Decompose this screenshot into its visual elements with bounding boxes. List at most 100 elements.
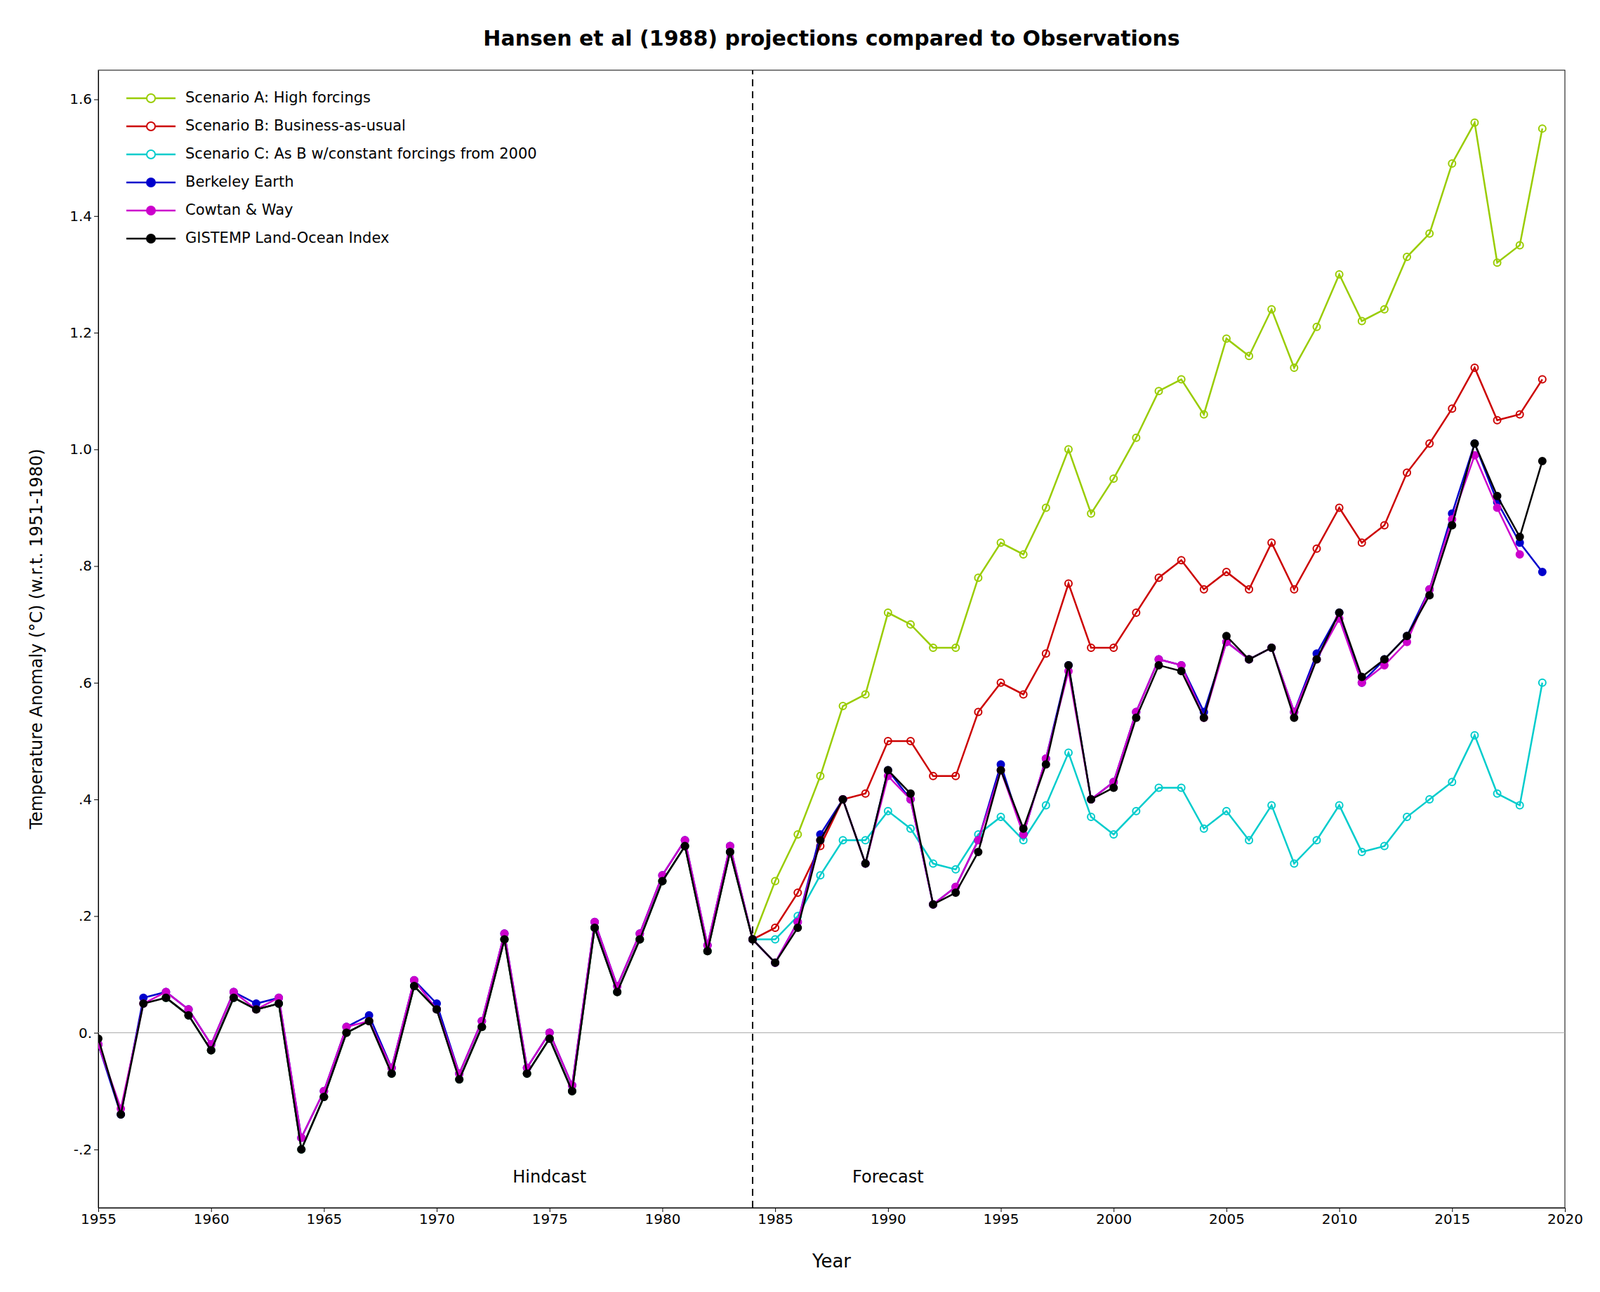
y-tick: .8 [78,557,99,575]
series-point [1380,306,1388,314]
legend-item: Cowtan & Way [126,201,294,219]
series-point [613,988,621,996]
series-point [636,936,644,944]
series-point [343,1029,351,1037]
series-point [365,1017,373,1026]
series-point [1155,387,1163,395]
series-point [1403,632,1411,640]
series-point [252,1006,260,1014]
series-point [1132,808,1140,816]
series-point [951,644,960,652]
series-point [1087,644,1095,652]
y-tick-mark [94,1033,99,1035]
series-point [433,1006,441,1014]
series-point [162,994,170,1002]
series-point [1020,825,1028,833]
series-point [523,1070,531,1078]
y-tick-label: 1.0 [69,440,92,458]
series-point [162,994,170,1002]
series-point [704,947,712,955]
series-point [771,959,779,967]
series-point [658,877,666,885]
legend-label: GISTEMP Land-Ocean Index [185,229,389,247]
series-point [433,1006,441,1014]
series-point [568,1088,576,1096]
series-point [500,936,508,944]
series-point [1516,410,1524,418]
series-line [165,367,1542,1150]
plot-area [98,70,1565,1209]
series-point [613,988,621,996]
y-tick-mark [94,99,99,101]
series-point [704,947,712,955]
series-point [1403,632,1411,640]
x-tick-label: 1970 [419,1211,455,1228]
y-tick-label: .8 [78,557,92,575]
series-point [884,737,892,745]
series-point [1200,714,1208,722]
series-point [1425,591,1433,599]
series-point [546,1035,554,1043]
series-point [546,1035,554,1043]
series-point [884,767,892,775]
series-point [929,901,937,909]
series-point [1312,545,1320,553]
series-point [1087,813,1095,821]
series-point [726,848,734,856]
series-point [1178,376,1186,384]
x-tick-label: 1985 [757,1211,794,1228]
series-point [1470,119,1478,127]
annotation: Forecast [852,1167,924,1188]
series-point [1245,586,1253,594]
series-point [862,790,870,798]
series-point [207,1047,215,1055]
series-point [410,982,418,990]
x-tick-label: 1995 [983,1211,1020,1228]
series-point [591,924,599,932]
series-point [929,901,937,909]
series-point [207,1047,215,1055]
series-point [1493,417,1502,425]
series-point [275,1000,283,1008]
x-tick: 1995 [983,1208,1020,1228]
x-tick-label: 2010 [1321,1211,1358,1228]
series-point [252,1006,260,1014]
y-tick-mark [94,216,99,217]
legend-label: Scenario B: Business-as-usual [185,117,406,135]
series-point [974,708,982,716]
x-tick: 1985 [757,1208,794,1228]
series-point [726,848,734,856]
series-point [162,994,170,1002]
series-point [478,1023,486,1031]
series-point [1358,848,1366,856]
series-point [929,901,937,909]
series-point [591,924,599,932]
series-point [185,1012,193,1020]
series-point [1267,801,1275,809]
series-point [230,994,238,1002]
series-point [139,1000,147,1008]
x-tick: 2000 [1095,1208,1132,1228]
series-point [1178,784,1186,792]
legend-item: Scenario C: As B w/constant forcings fro… [126,145,538,163]
series-point [794,889,802,897]
series-point [1065,445,1073,453]
series-point [1222,808,1231,816]
series-point [568,1088,576,1096]
series-point [1493,492,1502,500]
y-tick-label: 1.4 [69,207,92,225]
x-tick-label: 1955 [80,1211,117,1228]
series-point [1290,860,1298,868]
series-point [929,860,937,868]
series-point [1109,831,1117,839]
chart: 1955196019651970197519801985199019952000… [0,0,1600,1292]
series-point [862,860,870,868]
series-point [1245,352,1253,360]
series-point [1132,434,1140,442]
series-point [839,836,847,844]
series-point [1065,580,1073,588]
series-point [1109,784,1117,792]
series [98,452,1524,1143]
series-point [1448,778,1456,786]
series-point [185,1012,193,1020]
